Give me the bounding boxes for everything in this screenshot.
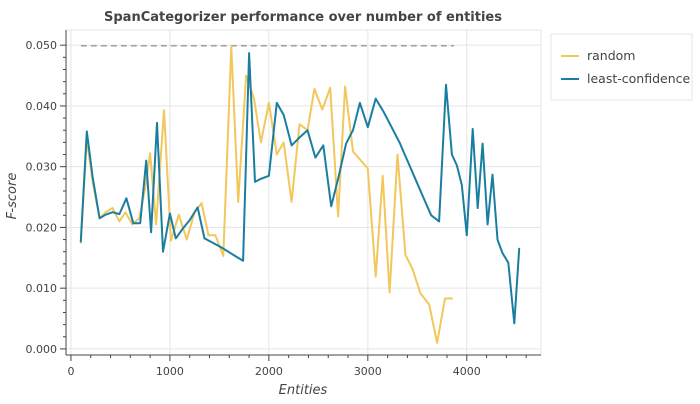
- x-tick-label: 1000: [156, 365, 184, 378]
- x-axis-label: Entities: [279, 383, 328, 398]
- legend: random least-confidence: [550, 33, 693, 101]
- chart-title: SpanCategorizer performance over number …: [104, 10, 502, 25]
- x-tick-label: 3000: [354, 365, 382, 378]
- legend-label-random: random: [587, 48, 635, 63]
- series-layer: [79, 45, 521, 344]
- axes: 0 1000 2000 3000 4000 0.000 0.010 0.020 0.030 0.0…: [26, 30, 541, 378]
- x-tick-label: 0: [67, 365, 74, 378]
- series-line-random: [79, 45, 453, 344]
- y-tick-label: 0.010: [26, 282, 58, 295]
- grid: [66, 30, 541, 355]
- y-tick-label: 0.020: [26, 221, 58, 234]
- y-tick-label: 0.050: [26, 39, 58, 52]
- x-tick-label: 2000: [255, 365, 283, 378]
- y-axis-label: F-score: [5, 173, 20, 220]
- legend-box: [550, 33, 693, 101]
- y-tick-label: 0.030: [26, 161, 58, 174]
- series-line-least-confidence: [79, 52, 521, 325]
- y-tick-label: 0.000: [26, 343, 58, 356]
- y-tick-label: 0.040: [26, 100, 58, 113]
- legend-label-least-confidence: least-confidence: [587, 71, 690, 86]
- x-tick-label: 4000: [453, 365, 481, 378]
